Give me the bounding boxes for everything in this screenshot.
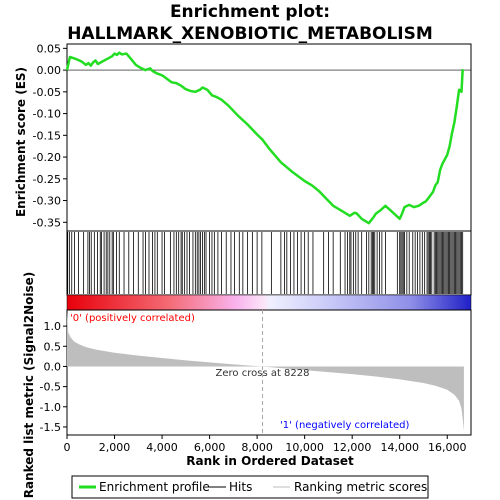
x-tick-label: 12,000 bbox=[333, 441, 372, 454]
legend-enrichment-label: Enrichment profile bbox=[99, 480, 210, 494]
metric-y-tick-label: -1.0 bbox=[40, 401, 61, 414]
es-y-tick-label: -0.30 bbox=[33, 195, 61, 208]
rank-color-bar bbox=[66, 294, 472, 311]
es-y-tick-label: -0.10 bbox=[33, 108, 61, 121]
enrichment-profile-line bbox=[65, 51, 464, 225]
es-y-tick-label: -0.05 bbox=[33, 86, 61, 99]
es-y-tick-label: 0.00 bbox=[37, 64, 62, 77]
positive-correlation-label: '0' (positively correlated) bbox=[70, 313, 195, 324]
es-y-tick-label: -0.35 bbox=[33, 216, 61, 229]
legend-hits-label: Hits bbox=[229, 480, 252, 494]
hits-panel bbox=[66, 230, 472, 296]
x-tick-label: 14,000 bbox=[380, 441, 419, 454]
negative-correlation-label: '1' (negatively correlated) bbox=[280, 420, 409, 431]
x-tick-label: 0 bbox=[64, 441, 71, 454]
es-y-axis-label: Enrichment score (ES) bbox=[14, 67, 28, 217]
ranking-metric-area bbox=[67, 312, 464, 431]
x-tick-label: 8,000 bbox=[241, 441, 273, 454]
x-tick-label: 16,000 bbox=[428, 441, 467, 454]
x-tick-label: 10,000 bbox=[285, 441, 324, 454]
es-y-tick-label: -0.15 bbox=[33, 129, 61, 142]
legend-box bbox=[71, 475, 429, 499]
chart-title-line2: HALLMARK_XENOBIOTIC_METABOLISM bbox=[67, 24, 433, 44]
metric-y-tick-label: -1.5 bbox=[40, 421, 61, 434]
es-y-tick-label: -0.25 bbox=[33, 173, 61, 186]
es-y-tick-label: -0.20 bbox=[33, 151, 61, 164]
x-tick-label: 4,000 bbox=[146, 441, 178, 454]
es-y-tick-label: 0.05 bbox=[37, 42, 62, 55]
legend-metric-label: Ranking metric scores bbox=[294, 480, 427, 494]
x-axis-label: Rank in Ordered Dataset bbox=[186, 454, 354, 468]
metric-y-tick-label: 1.0 bbox=[44, 320, 62, 333]
metric-y-tick-label: -0.5 bbox=[40, 381, 61, 394]
x-tick-label: 2,000 bbox=[99, 441, 131, 454]
x-tick-label: 6,000 bbox=[194, 441, 226, 454]
metric-y-axis-label: Ranked list metric (Signal2Noise) bbox=[22, 272, 36, 499]
es-panel bbox=[66, 43, 472, 232]
chart-title-line1: Enrichment plot: bbox=[170, 2, 330, 22]
zero-cross-label: Zero cross at 8228 bbox=[216, 368, 310, 379]
metric-y-tick-label: 0.0 bbox=[44, 360, 62, 373]
metric-y-tick-label: 0.5 bbox=[44, 340, 62, 353]
